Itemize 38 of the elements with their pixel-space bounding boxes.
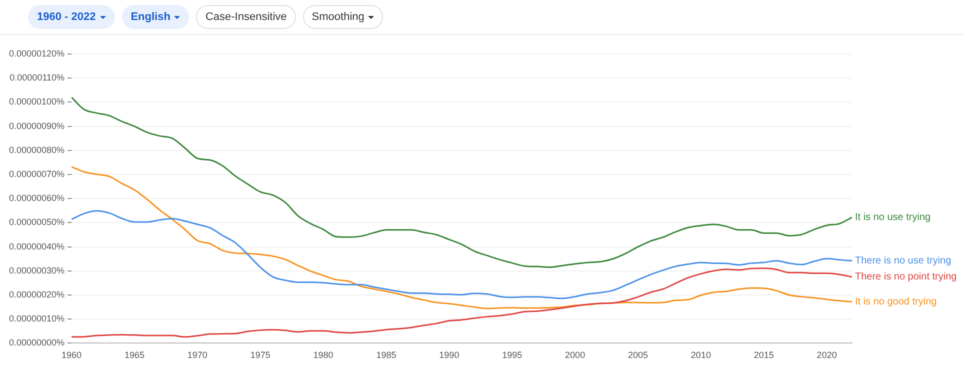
x-tick-label: 1990 (439, 350, 460, 360)
y-tick-label: 0.00000120% (8, 48, 65, 58)
text: English (130, 11, 170, 23)
text: 1960 - 2022 (37, 11, 96, 23)
x-tick-label: 1960 (62, 350, 82, 360)
line-series (72, 210, 852, 300)
line-series (72, 268, 852, 338)
text: Case-Insensitive (205, 11, 287, 23)
y-tick-label: 0.00000090% (8, 120, 65, 131)
y-tick-label: 0.00000040% (8, 241, 65, 252)
y-tick-label: 0.00000110% (10, 72, 65, 83)
line-series (72, 96, 852, 268)
y-tick-label: 0.00000080% (8, 144, 65, 155)
y-tick-label: 0.00000050% (8, 217, 65, 228)
series-label: It is no use trying (855, 212, 931, 224)
x-tick-label: 1965 (124, 350, 145, 360)
text: Smoothing (312, 11, 364, 23)
y-tick-label: 0.00000020% (8, 289, 65, 300)
y-tick-label: 0.00000030% (8, 265, 65, 276)
series-label: There is no use trying (855, 256, 952, 267)
y-tick-label: 0.00000060% (8, 193, 65, 204)
x-tick-label: 2000 (565, 350, 586, 360)
x-tick-label: 2015 (754, 350, 774, 360)
y-tick-label: 0.00000100% (8, 96, 65, 107)
x-tick-label: 1970 (187, 350, 208, 360)
x-tick-label: 2020 (816, 350, 837, 360)
line-series (72, 166, 852, 310)
x-tick-label: 2005 (628, 350, 648, 360)
x-tick-label: 1975 (250, 350, 270, 360)
x-tick-label: 1980 (313, 350, 334, 360)
x-tick-label: 1985 (376, 350, 396, 360)
y-tick-label: 0.00000000% (8, 338, 65, 348)
series-label: There is no point trying (855, 272, 957, 283)
series-label: It is no good trying (855, 296, 937, 308)
y-tick-label: 0.00000010% (8, 314, 65, 324)
y-tick-label: 0.00000070% (8, 168, 65, 179)
x-tick-label: 2010 (690, 350, 711, 360)
x-tick-label: 1995 (502, 350, 522, 360)
